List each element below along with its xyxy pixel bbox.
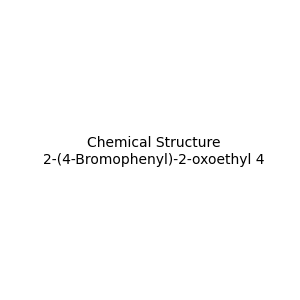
Text: Chemical Structure
2-(4-Bromophenyl)-2-oxoethyl 4: Chemical Structure 2-(4-Bromophenyl)-2-o… (43, 136, 265, 166)
